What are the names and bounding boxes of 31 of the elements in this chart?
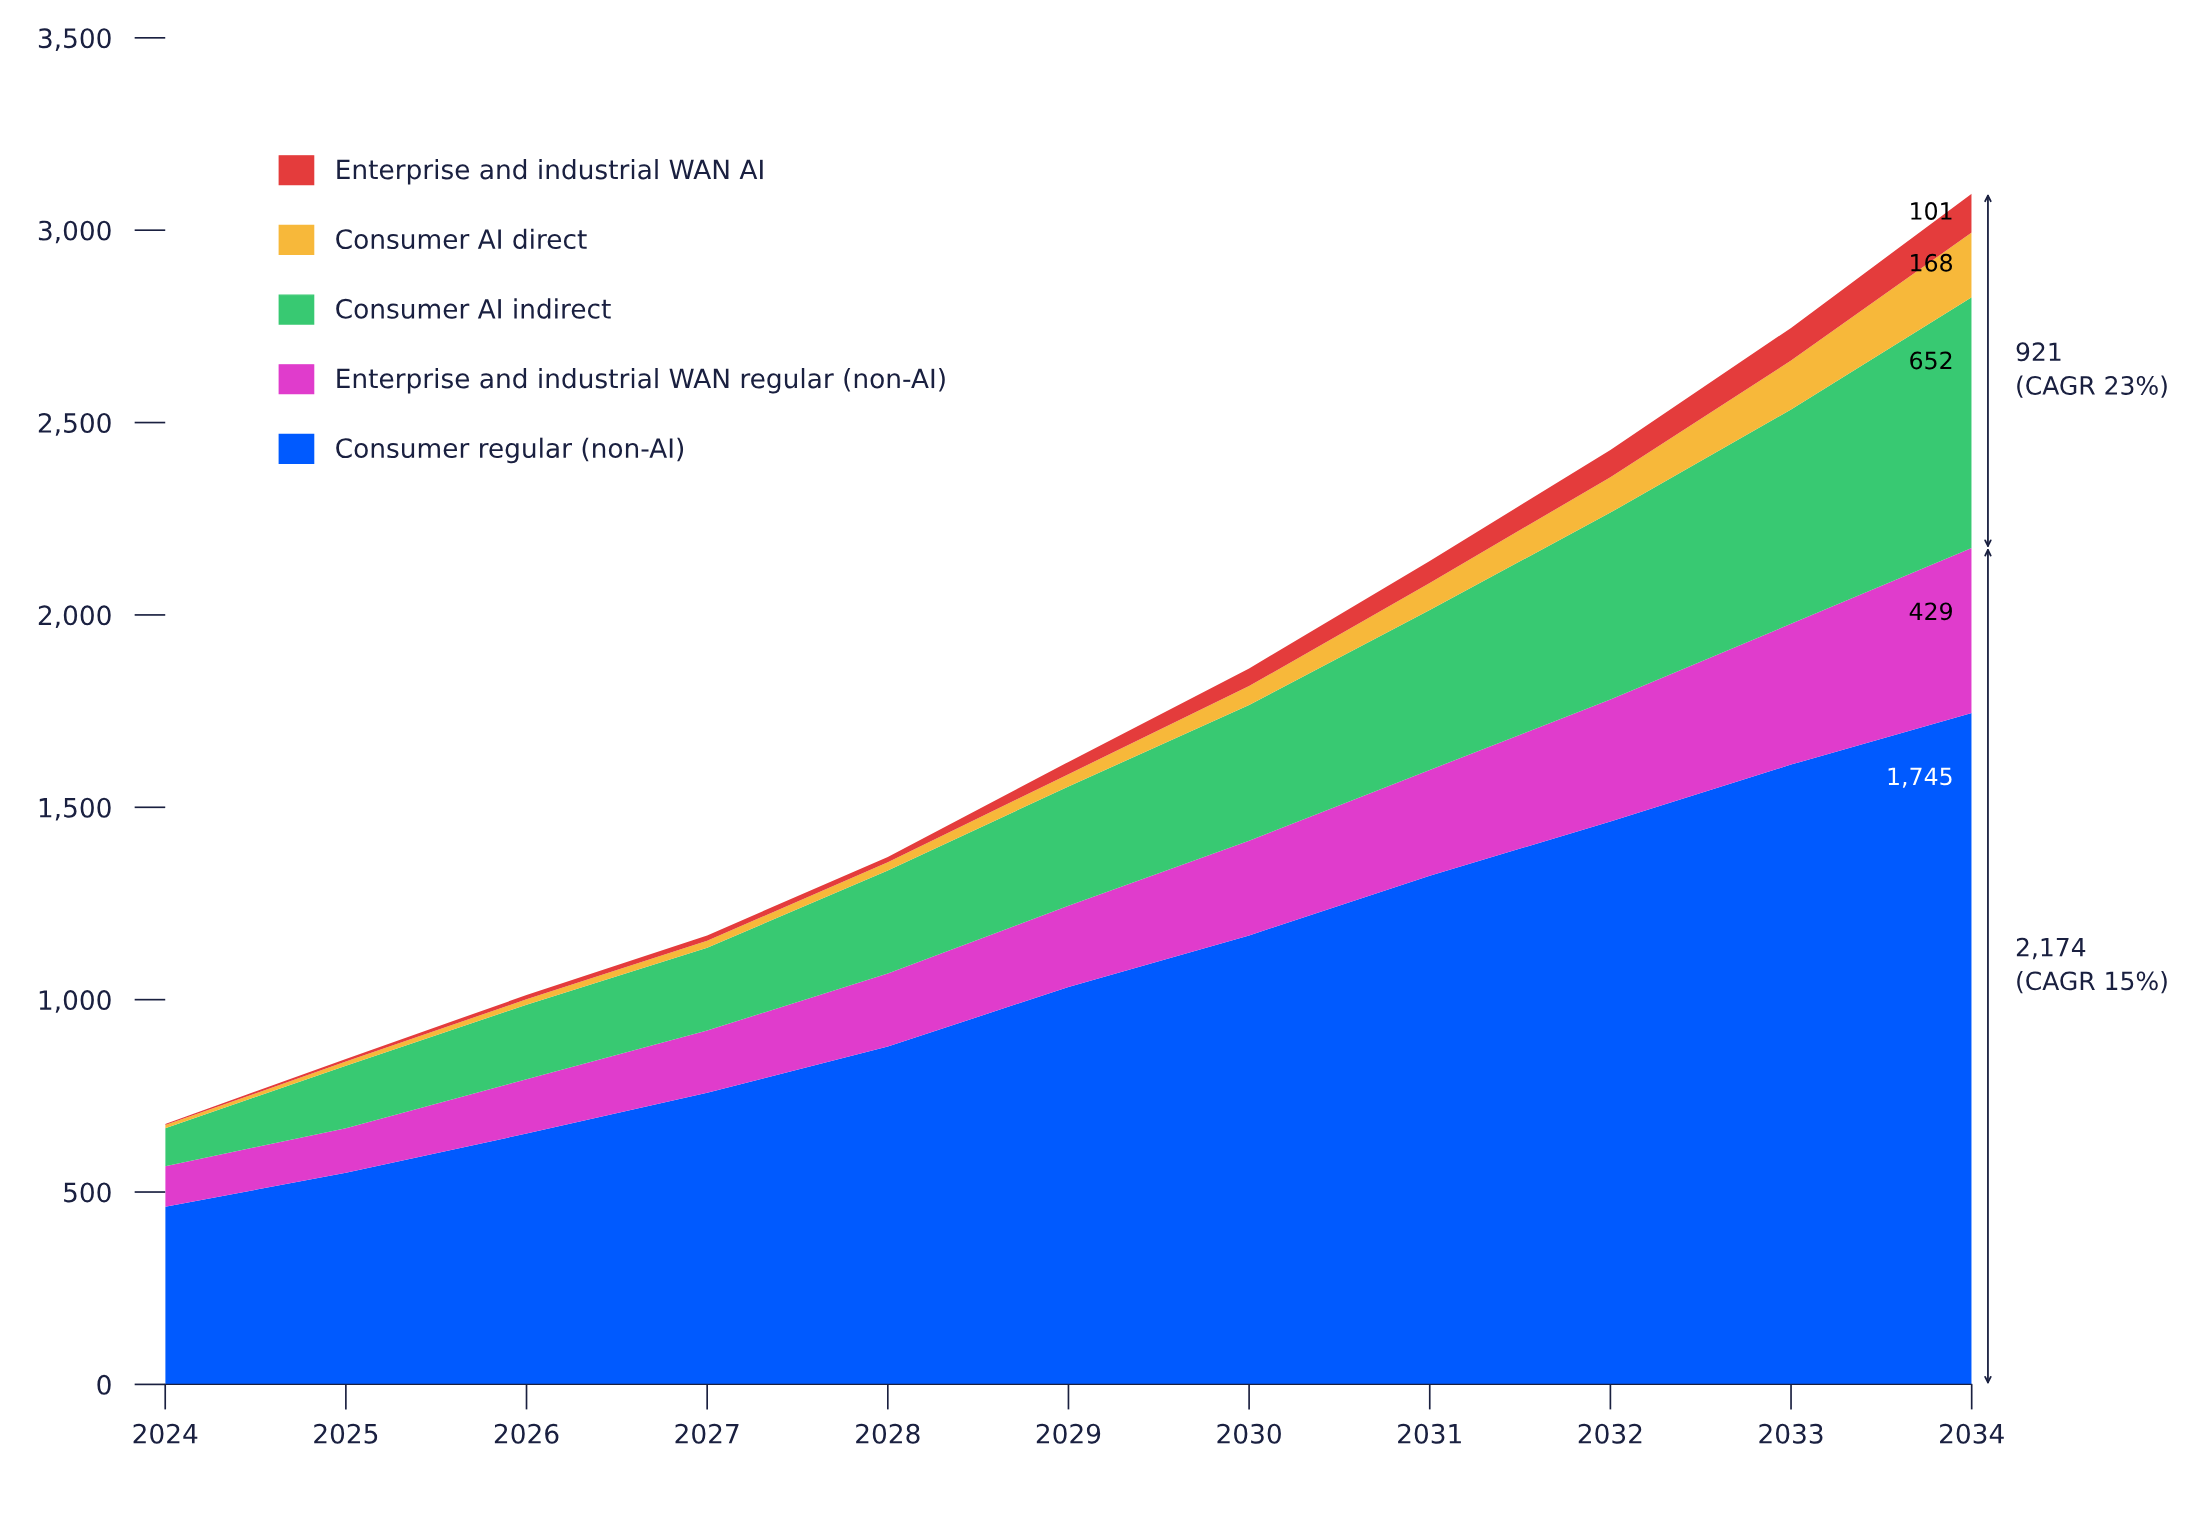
- legend-label: Consumer regular (non-AI): [336, 437, 684, 464]
- data-label: 652: [1910, 351, 1952, 370]
- x-tick-label: 2026: [494, 1423, 559, 1444]
- y-tick-label: 2,500: [38, 413, 111, 436]
- y-tick-label: 1,500: [39, 797, 111, 821]
- annotation: 921 (CAGR 23%): [2016, 342, 2167, 398]
- legend-label: Consumer AI indirect: [336, 298, 611, 319]
- x-tick-label: 2028: [856, 1423, 920, 1444]
- y-tick-label: 2,000: [38, 605, 111, 629]
- x-tick-label: 2030: [1217, 1423, 1281, 1444]
- x-tick-label: 2033: [1759, 1423, 1823, 1444]
- legend-label: Consumer AI direct: [336, 228, 587, 250]
- y-tick-label: 3,000: [38, 220, 111, 244]
- data-label: 429: [1909, 602, 1952, 621]
- legend-label: Enterprise and industrial WAN AI: [337, 159, 763, 185]
- data-label: 1,745: [1888, 767, 1952, 788]
- y-tick-label: 500: [64, 1182, 111, 1203]
- data-label: 101: [1911, 202, 1952, 220]
- x-tick-label: 2029: [1036, 1423, 1101, 1444]
- x-tick-label: 2024: [133, 1423, 198, 1444]
- data-label: 168: [1911, 253, 1952, 272]
- legend-label: Enterprise and industrial WAN regular (non-AI): [337, 368, 945, 394]
- y-tick-label: 3,500: [38, 28, 111, 51]
- y-tick-label: 0: [97, 1374, 111, 1395]
- x-tick-label: 2027: [675, 1423, 739, 1444]
- x-tick-label: 2034: [1940, 1423, 2004, 1444]
- x-tick-label: 2025: [314, 1423, 378, 1444]
- x-tick-label: 2031: [1398, 1423, 1461, 1444]
- y-tick-label: 1,000: [39, 990, 111, 1013]
- x-tick-label: 2032: [1578, 1423, 1642, 1444]
- annotation: 2,174 (CAGR 15%): [2016, 937, 2167, 994]
